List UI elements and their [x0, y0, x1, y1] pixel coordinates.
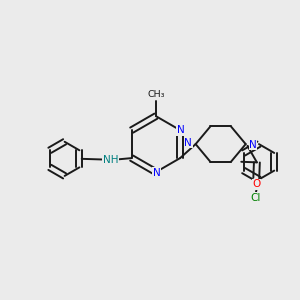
Text: N: N [153, 168, 160, 178]
Text: N: N [177, 125, 184, 135]
Text: NH: NH [103, 154, 118, 165]
Text: CH₃: CH₃ [147, 90, 165, 99]
Text: N: N [184, 138, 192, 148]
Text: O: O [252, 179, 260, 189]
Text: Cl: Cl [250, 193, 261, 203]
Text: N: N [249, 140, 257, 150]
